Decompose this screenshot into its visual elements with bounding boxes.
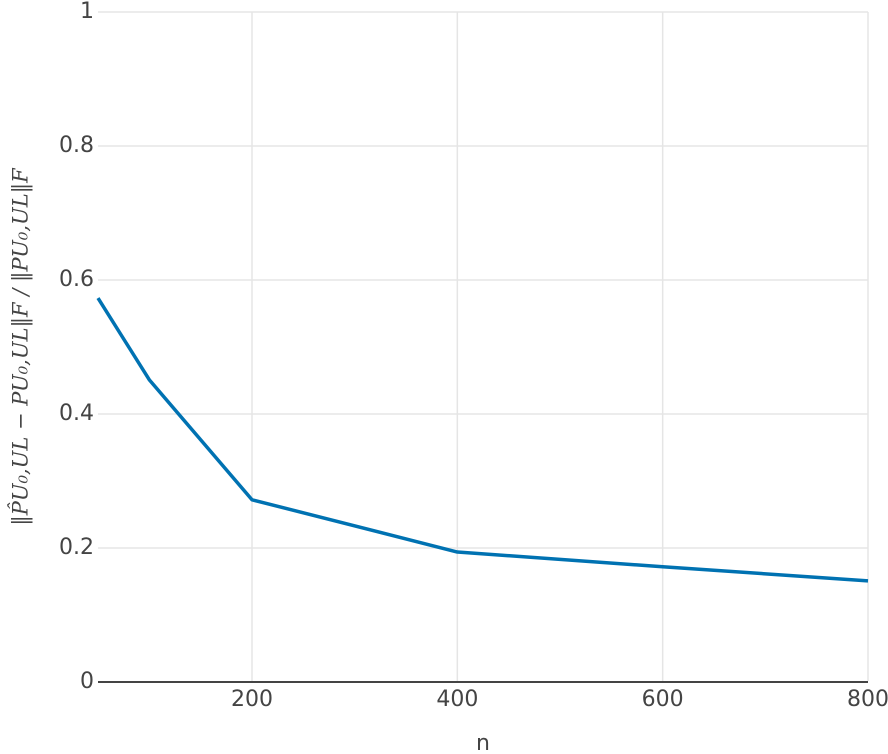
x-tick-label: 400	[436, 687, 478, 712]
y-tick-label: 0.2	[59, 535, 94, 560]
y-axis-label: ‖P̂U₀,UL − PU₀,UL‖F / ‖PU₀,UL‖F	[9, 167, 34, 526]
y-tick-label: 1	[80, 0, 94, 24]
x-tick-label: 800	[847, 687, 888, 712]
line	[96, 297, 869, 583]
x-tick-label: 600	[642, 687, 684, 712]
y-tick-label: 0.6	[59, 267, 94, 292]
x-tick-label: 200	[231, 687, 273, 712]
y-tick-label: 0.8	[59, 133, 94, 158]
x-axis-label: n	[476, 731, 490, 754]
y-tick-label: 0	[80, 669, 94, 694]
y-tick-label: 0.4	[59, 401, 94, 426]
